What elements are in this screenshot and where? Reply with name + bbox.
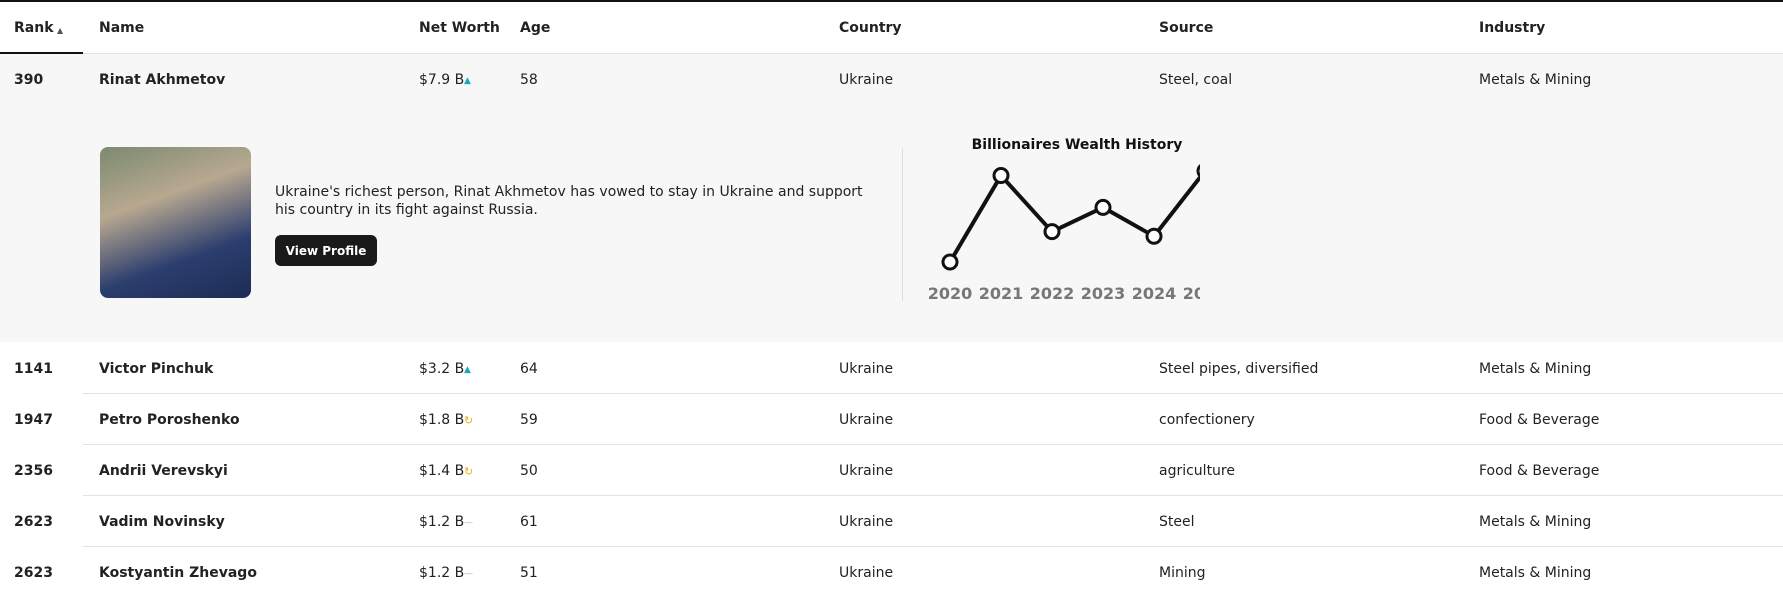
country: Ukraine: [839, 565, 894, 581]
source: confectionery: [1159, 412, 1255, 428]
name: Andrii Verevskyi: [99, 463, 228, 479]
x-tick-label: 2020: [928, 284, 973, 303]
point: [941, 253, 959, 271]
trend-icon: ▲: [464, 76, 471, 86]
trend-icon: —: [464, 569, 473, 579]
trend-icon: —: [464, 518, 473, 528]
name: Vadim Novinsky: [99, 514, 225, 530]
point: [1043, 223, 1061, 241]
industry: Metals & Mining: [1479, 565, 1592, 581]
source: Mining: [1159, 565, 1206, 581]
row-separator: [83, 546, 1783, 547]
industry: Metals & Mining: [1479, 514, 1592, 530]
point: [1196, 164, 1200, 178]
country: Ukraine: [839, 361, 894, 377]
point: [992, 167, 1010, 185]
expanded-bg: [0, 53, 1783, 342]
rank: 1141: [14, 361, 53, 377]
x-tick-label: 2025: [1183, 284, 1200, 303]
rank: 2356: [14, 463, 53, 479]
description: Ukraine's richest person, Rinat Akhmetov…: [275, 184, 863, 218]
point: [1145, 227, 1163, 245]
trend-icon: ↻: [464, 465, 474, 478]
age: 59: [520, 412, 538, 428]
age: 51: [520, 565, 538, 581]
sort-underline: [0, 52, 83, 54]
name: Victor Pinchuk: [99, 361, 214, 377]
name: Petro Poroshenko: [99, 412, 240, 428]
industry: Food & Beverage: [1479, 412, 1600, 428]
photo: [100, 147, 251, 298]
divider: [902, 148, 903, 301]
column-header: Country: [839, 20, 902, 36]
industry: Metals & Mining: [1479, 72, 1592, 88]
wealth-chart: Billionaires Wealth History 2020 2021 2022…: [928, 137, 1200, 303]
column-header: Rank: [14, 20, 54, 36]
source: agriculture: [1159, 463, 1235, 479]
sort-arrow: ▲: [57, 26, 64, 35]
row-separator: [83, 495, 1783, 496]
column-header: Source: [1159, 20, 1214, 36]
rank: 2623: [14, 565, 53, 581]
column-header: Industry: [1479, 20, 1546, 36]
trend-icon: ↻: [464, 414, 474, 427]
country: Ukraine: [839, 72, 894, 88]
industry: Metals & Mining: [1479, 361, 1592, 377]
age: 58: [520, 72, 538, 88]
net-worth: $1.4 B: [419, 463, 465, 479]
view-profile-button[interactable]: View Profile: [275, 235, 377, 266]
column-header: Name: [99, 20, 145, 36]
net-worth: $7.9 B: [419, 72, 465, 88]
net-worth: $1.8 B: [419, 412, 465, 428]
country: Ukraine: [839, 514, 894, 530]
net-worth: $1.2 B: [419, 565, 465, 581]
source: Steel pipes, diversified: [1159, 361, 1319, 377]
point: [1094, 198, 1112, 216]
age: 50: [520, 463, 538, 479]
column-header: Net Worth: [419, 20, 500, 36]
country: Ukraine: [839, 412, 894, 428]
source: Steel: [1159, 514, 1195, 530]
net-worth: $3.2 B: [419, 361, 465, 377]
x-tick-label: 2022: [1030, 284, 1075, 303]
header-line: [0, 53, 1783, 54]
industry: Food & Beverage: [1479, 463, 1600, 479]
name: Kostyantin Zhevago: [99, 565, 257, 581]
age: 61: [520, 514, 538, 530]
x-tick-label: 2023: [1081, 284, 1126, 303]
net-worth: $1.2 B: [419, 514, 465, 530]
rank: 1947: [14, 412, 53, 428]
rank: 2623: [14, 514, 53, 530]
chart-title: Billionaires Wealth History: [972, 137, 1183, 153]
country: Ukraine: [839, 463, 894, 479]
name: Rinat Akhmetov: [99, 72, 226, 88]
age: 64: [520, 361, 538, 377]
trend-icon: ▲: [464, 365, 471, 375]
x-tick-label: 2021: [979, 284, 1024, 303]
rank: 390: [14, 72, 44, 88]
column-header: Age: [520, 20, 551, 36]
row-separator: [83, 393, 1783, 394]
line: [948, 173, 1200, 264]
row-separator: [83, 444, 1783, 445]
x-tick-label: 2024: [1132, 284, 1177, 303]
source: Steel, coal: [1159, 72, 1233, 88]
